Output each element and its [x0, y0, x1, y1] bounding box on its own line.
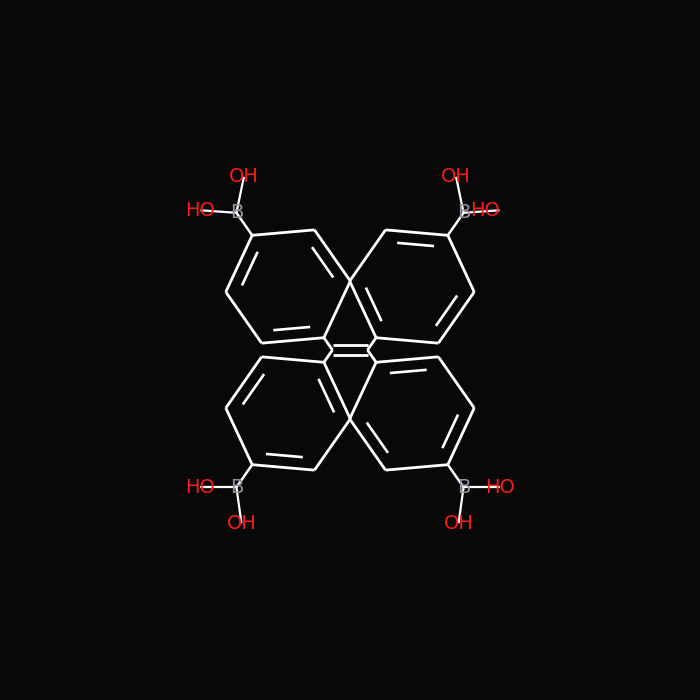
Text: B: B [230, 203, 243, 223]
Text: B: B [457, 477, 470, 497]
Text: HO: HO [186, 201, 216, 220]
Text: B: B [457, 203, 470, 223]
Text: B: B [230, 477, 243, 497]
Text: OH: OH [227, 514, 256, 533]
Text: OH: OH [441, 167, 471, 186]
Text: OH: OH [444, 514, 473, 533]
Text: HO: HO [484, 477, 514, 497]
Text: HO: HO [470, 201, 500, 220]
Text: OH: OH [229, 167, 259, 186]
Text: HO: HO [186, 477, 216, 497]
